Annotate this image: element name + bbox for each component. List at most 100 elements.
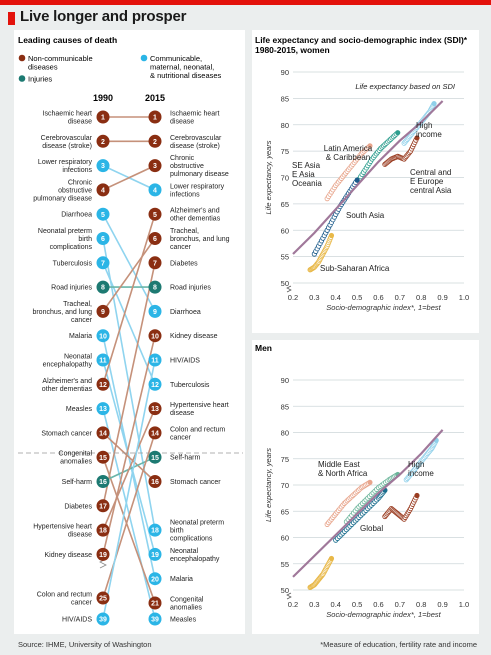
y-axis-label: Life expectancy, years — [264, 448, 273, 522]
x-tick-label: 0.7 — [395, 293, 405, 302]
rank-number: 15 — [99, 455, 107, 462]
cause-label: disease — [170, 119, 194, 126]
cause-label: Road injuries — [170, 285, 211, 292]
rank-number: 2 — [101, 139, 105, 146]
series-label: Life expectancy based on SDI — [355, 82, 455, 91]
cause-label: Malaria — [170, 576, 193, 583]
rank-marker — [96, 134, 110, 148]
rank-number: 16 — [99, 479, 107, 486]
legend-com-line1: Communicable, — [150, 54, 202, 63]
series-label-line: E Europe — [410, 177, 446, 186]
cause-label: Ischaemic heart — [170, 111, 219, 118]
x-tick-label: 0.8 — [416, 293, 426, 302]
cause-label: Congenital — [170, 597, 204, 604]
cause-label: HIV/AIDS — [62, 617, 92, 624]
slope-line — [102, 164, 156, 191]
x-axis-label: Socio-demographic index*, 1=best — [326, 610, 441, 619]
series-label-line: income — [408, 469, 434, 478]
x-tick-label: 0.6 — [373, 293, 383, 302]
rank-marker — [148, 426, 162, 440]
y-tick-label: 65 — [281, 507, 289, 516]
cause-label: HIV/AIDS — [170, 358, 200, 365]
x-tick-label: 0.7 — [395, 600, 405, 609]
legend-dot-noncommunicable — [18, 54, 26, 62]
series-label-line: Latin America — [324, 144, 373, 153]
causes-heading: Leading causes of death — [18, 35, 117, 45]
slope-line — [102, 238, 156, 312]
rank-number: 14 — [99, 431, 107, 438]
series-label-line: & North Africa — [318, 469, 368, 478]
cause-label: Self-harm — [62, 479, 93, 486]
men-title: Men — [255, 343, 272, 353]
y-tick-label: 60 — [281, 226, 289, 235]
women-panel — [252, 30, 479, 333]
slope-line — [102, 359, 156, 620]
cause-label: encephalopathy — [170, 556, 220, 563]
cause-label: Colon and rectum — [37, 592, 92, 599]
rank-marker — [148, 353, 162, 367]
cause-label: cancer — [71, 317, 93, 324]
x-tick-label: 0.6 — [373, 600, 383, 609]
cause-label: disease (stroke) — [170, 143, 220, 150]
y-tick-label: 85 — [281, 94, 289, 103]
rank-number: 13 — [99, 406, 107, 413]
cause-label: other dementias — [42, 386, 93, 393]
cause-label: Hypertensive heart — [33, 524, 92, 531]
sdi-reference-line — [292, 100, 444, 255]
legend-noncom-line1: Non-communicable — [28, 54, 93, 63]
y-tick-label: 70 — [281, 174, 289, 183]
rank-marker — [148, 450, 162, 464]
slope-line — [102, 262, 156, 506]
slope-line — [102, 432, 156, 599]
cause-label: Neonatal — [64, 354, 92, 361]
cause-label: Kidney disease — [170, 333, 218, 340]
rank-marker — [96, 304, 110, 318]
cause-label: Congenital — [59, 451, 93, 458]
rank-marker — [96, 110, 110, 124]
series-label-line: South Asia — [346, 211, 385, 220]
rank-number: 25 — [99, 596, 107, 603]
y-tick-label: 70 — [281, 481, 289, 490]
cause-label: anomalies — [60, 459, 92, 466]
cause-label: Alzheimer's and — [42, 378, 92, 385]
source-note: Source: IHME, University of Washington — [18, 640, 152, 649]
cause-label: Tuberculosis — [53, 260, 93, 267]
cause-label: Self-harm — [170, 455, 201, 462]
rank-number: 6 — [153, 236, 157, 243]
series-label-line: Life expectancy based on SDI — [355, 82, 455, 91]
rank-marker — [96, 329, 110, 343]
y-tick-label: 90 — [281, 376, 289, 385]
women-title-line1: Life expectancy and socio-demographic in… — [255, 35, 468, 45]
series-point — [367, 143, 373, 149]
rank-number: 9 — [153, 309, 157, 316]
cause-label: encephalopathy — [43, 362, 93, 369]
cause-label: Tracheal, — [170, 228, 199, 235]
y-tick-label: 80 — [281, 429, 289, 438]
series-label-line: & Caribbean — [326, 153, 370, 162]
rank-number: 19 — [99, 552, 107, 559]
cause-label: infections — [170, 191, 200, 198]
cause-label: disease — [68, 532, 92, 539]
x-tick-label: 0.3 — [309, 600, 319, 609]
series-label-line: central Asia — [410, 186, 452, 195]
cause-label: birth — [170, 528, 184, 535]
rank-number: 9 — [101, 309, 105, 316]
cause-label: Neonatal preterm — [170, 520, 224, 527]
axis-break-icon — [286, 285, 292, 293]
rank-marker — [96, 450, 110, 464]
rank-marker — [96, 207, 110, 221]
rank-number: 8 — [153, 285, 157, 292]
cause-label: pulmonary disease — [33, 195, 92, 202]
cause-label: disease (stroke) — [42, 143, 92, 150]
rank-marker — [148, 475, 162, 488]
series-label-line: Oceania — [292, 179, 322, 188]
rank-marker — [148, 612, 162, 626]
x-axis-label: Socio-demographic index*, 1=best — [326, 303, 441, 312]
series-point — [328, 555, 335, 562]
rank-marker — [96, 402, 110, 416]
rank-marker — [148, 183, 162, 197]
series-label: High income — [416, 121, 442, 139]
series-label: SE Asia E Asia Oceania — [292, 161, 322, 188]
cause-label: cancer — [71, 600, 93, 607]
